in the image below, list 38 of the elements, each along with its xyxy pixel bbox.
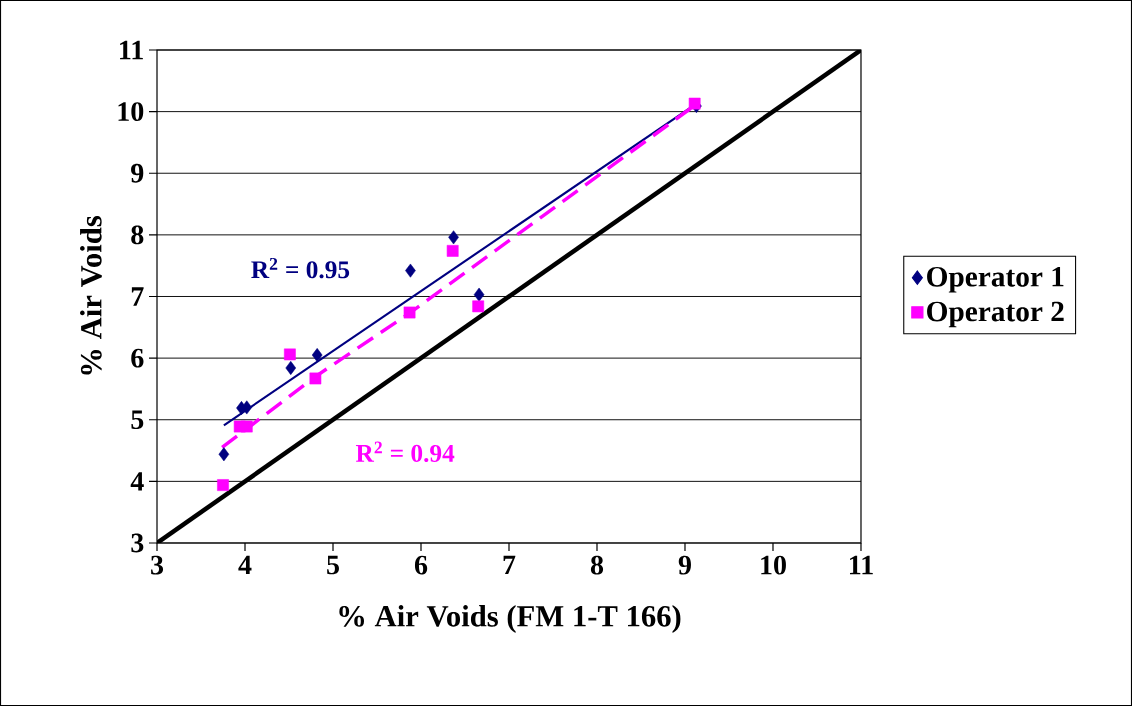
y-tick-label: 4 (130, 472, 144, 491)
x-tick-label: 6 (414, 555, 428, 575)
point (285, 361, 297, 375)
point (309, 372, 322, 385)
x-tick-label: 11 (850, 555, 873, 575)
x-tick-label: 8 (590, 555, 604, 575)
x-axis-title: % Air Voids (FM 1-T 166) (339, 605, 681, 633)
y-tick-label: 6 (131, 348, 144, 368)
point (218, 447, 230, 462)
point (446, 245, 459, 257)
y-tick-label: 7 (131, 287, 144, 306)
point (240, 420, 253, 433)
y-tick-label: 5 (131, 410, 144, 430)
point (473, 287, 485, 302)
y-tick-label: 3 (131, 533, 144, 553)
point (448, 230, 459, 245)
y-tick-label: 9 (131, 163, 144, 183)
x-tick-label: 5 (327, 555, 339, 575)
x-tick-label: 7 (503, 555, 516, 575)
point (311, 348, 323, 362)
annotation: R$^{2}$ = 0.95 (251, 257, 350, 279)
point (403, 306, 416, 319)
y-axis-title: % Air Voids (80, 215, 102, 375)
x-tick-label: 4 (238, 555, 252, 575)
point (217, 479, 229, 491)
x-tick-label: 10 (761, 555, 786, 575)
y-tick-label: 8 (131, 225, 144, 245)
annotation: R$^{2}$ = 0.94 (355, 441, 455, 463)
legend-label: Operator 2 (927, 301, 1064, 328)
y-tick-label: 10 (118, 102, 144, 122)
point (284, 348, 296, 361)
y-tick-label: 11 (120, 40, 143, 60)
point (472, 300, 485, 313)
legend-label: Operator 1 (927, 266, 1064, 293)
point (241, 400, 253, 415)
x-tick-label: 9 (678, 555, 691, 575)
x-tick-label: 3 (151, 555, 164, 575)
point (405, 263, 416, 278)
